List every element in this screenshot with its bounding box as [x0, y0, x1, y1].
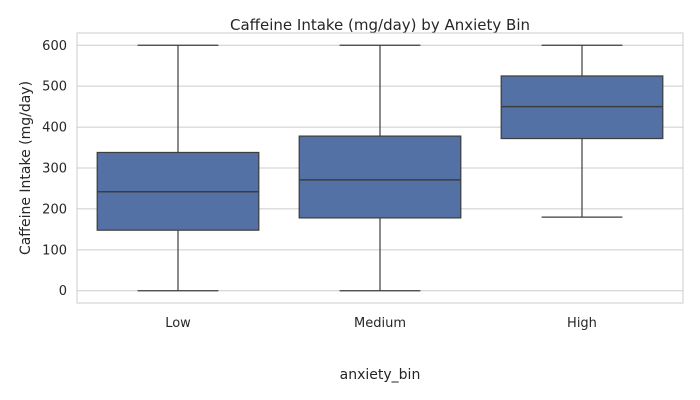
- box-high: [500, 44, 664, 218]
- box-series: [96, 44, 664, 292]
- y-axis-ticks: 0 100 200 300 400 500 600: [42, 39, 67, 299]
- y-tick-label: 600: [42, 39, 67, 54]
- y-tick-label: 500: [42, 80, 67, 95]
- x-tick-label: High: [567, 316, 597, 331]
- chart-title: Caffeine Intake (mg/day) by Anxiety Bin: [230, 16, 530, 34]
- x-tick-label: Low: [165, 316, 191, 331]
- x-tick-label: Medium: [354, 316, 406, 331]
- y-tick-label: 400: [42, 121, 67, 136]
- y-tick-label: 200: [42, 202, 67, 217]
- y-tick-label: 300: [42, 162, 67, 177]
- x-axis-ticks: Low Medium High: [165, 316, 597, 331]
- plot-area-frame: [76, 32, 684, 304]
- box-low: [96, 44, 260, 292]
- box-medium: [298, 44, 462, 292]
- x-axis-label: anxiety_bin: [340, 367, 421, 383]
- iqr-box: [298, 135, 462, 219]
- y-tick-label: 0: [59, 284, 67, 299]
- y-axis-label: Caffeine Intake (mg/day): [18, 81, 34, 255]
- y-tick-label: 100: [42, 243, 67, 258]
